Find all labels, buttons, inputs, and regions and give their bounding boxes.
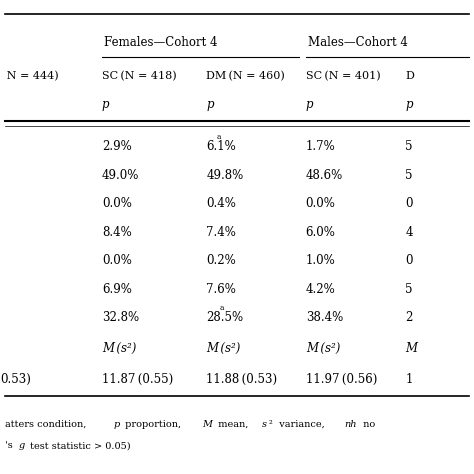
Text: 32.8%: 32.8%	[102, 311, 139, 324]
Text: no: no	[360, 420, 375, 428]
Text: p: p	[102, 98, 109, 111]
Text: 2.9%: 2.9%	[102, 140, 132, 154]
Text: g: g	[19, 441, 25, 450]
Text: 0.0%: 0.0%	[102, 197, 132, 210]
Text: 1.0%: 1.0%	[306, 254, 336, 267]
Text: D: D	[405, 71, 414, 81]
Text: 11.97 (0.56): 11.97 (0.56)	[306, 373, 377, 386]
Text: nh: nh	[344, 420, 357, 428]
Text: a: a	[217, 134, 221, 141]
Text: 8.4%: 8.4%	[102, 226, 132, 239]
Text: variance,: variance,	[273, 420, 328, 428]
Text: 5: 5	[405, 169, 413, 182]
Text: 7.4%: 7.4%	[206, 226, 236, 239]
Text: 's: 's	[5, 441, 16, 450]
Text: M: M	[405, 342, 417, 355]
Text: SC (N = 418): SC (N = 418)	[102, 71, 176, 81]
Text: 4: 4	[405, 226, 413, 239]
Text: p: p	[114, 420, 120, 428]
Text: 5: 5	[405, 283, 413, 296]
Text: 0.4%: 0.4%	[206, 197, 236, 210]
Text: a: a	[219, 304, 224, 312]
Text: SC (N = 401): SC (N = 401)	[306, 71, 380, 81]
Text: 1: 1	[405, 373, 413, 386]
Text: 6.1%: 6.1%	[206, 140, 236, 154]
Text: 11.87 (0.55): 11.87 (0.55)	[102, 373, 173, 386]
Text: 48.6%: 48.6%	[306, 169, 343, 182]
Text: Females—Cohort 4: Females—Cohort 4	[104, 36, 218, 49]
Text: 6.0%: 6.0%	[306, 226, 336, 239]
Text: M (s²): M (s²)	[102, 342, 137, 355]
Text: test statistic > 0.05): test statistic > 0.05)	[27, 441, 130, 450]
Text: M (s²): M (s²)	[306, 342, 340, 355]
Text: atters condition,: atters condition,	[5, 420, 89, 428]
Text: 49.0%: 49.0%	[102, 169, 139, 182]
Text: p: p	[405, 98, 413, 111]
Text: 49.8%: 49.8%	[206, 169, 244, 182]
Text: M (s²): M (s²)	[206, 342, 241, 355]
Text: 4.2%: 4.2%	[306, 283, 336, 296]
Text: 28.5%: 28.5%	[206, 311, 243, 324]
Text: ²: ²	[269, 420, 273, 428]
Text: 0.2%: 0.2%	[206, 254, 236, 267]
Text: Males—Cohort 4: Males—Cohort 4	[308, 36, 408, 49]
Text: 2: 2	[405, 311, 413, 324]
Text: 0.0%: 0.0%	[102, 254, 132, 267]
Text: M: M	[202, 420, 212, 428]
Text: 5: 5	[405, 140, 413, 154]
Text: proportion,: proportion,	[122, 420, 184, 428]
Text: 1.7%: 1.7%	[306, 140, 336, 154]
Text: 0: 0	[405, 254, 413, 267]
Text: s: s	[262, 420, 267, 428]
Text: p: p	[206, 98, 214, 111]
Text: 38.4%: 38.4%	[306, 311, 343, 324]
Text: 7.6%: 7.6%	[206, 283, 236, 296]
Text: 0: 0	[405, 197, 413, 210]
Text: p: p	[306, 98, 313, 111]
Text: 6.9%: 6.9%	[102, 283, 132, 296]
Text: DM (N = 460): DM (N = 460)	[206, 71, 285, 81]
Text: 0.0%: 0.0%	[306, 197, 336, 210]
Text: 11.88 (0.53): 11.88 (0.53)	[206, 373, 277, 386]
Text: mean,: mean,	[215, 420, 252, 428]
Text: N = 444): N = 444)	[0, 71, 59, 81]
Text: 0.53): 0.53)	[0, 373, 31, 386]
